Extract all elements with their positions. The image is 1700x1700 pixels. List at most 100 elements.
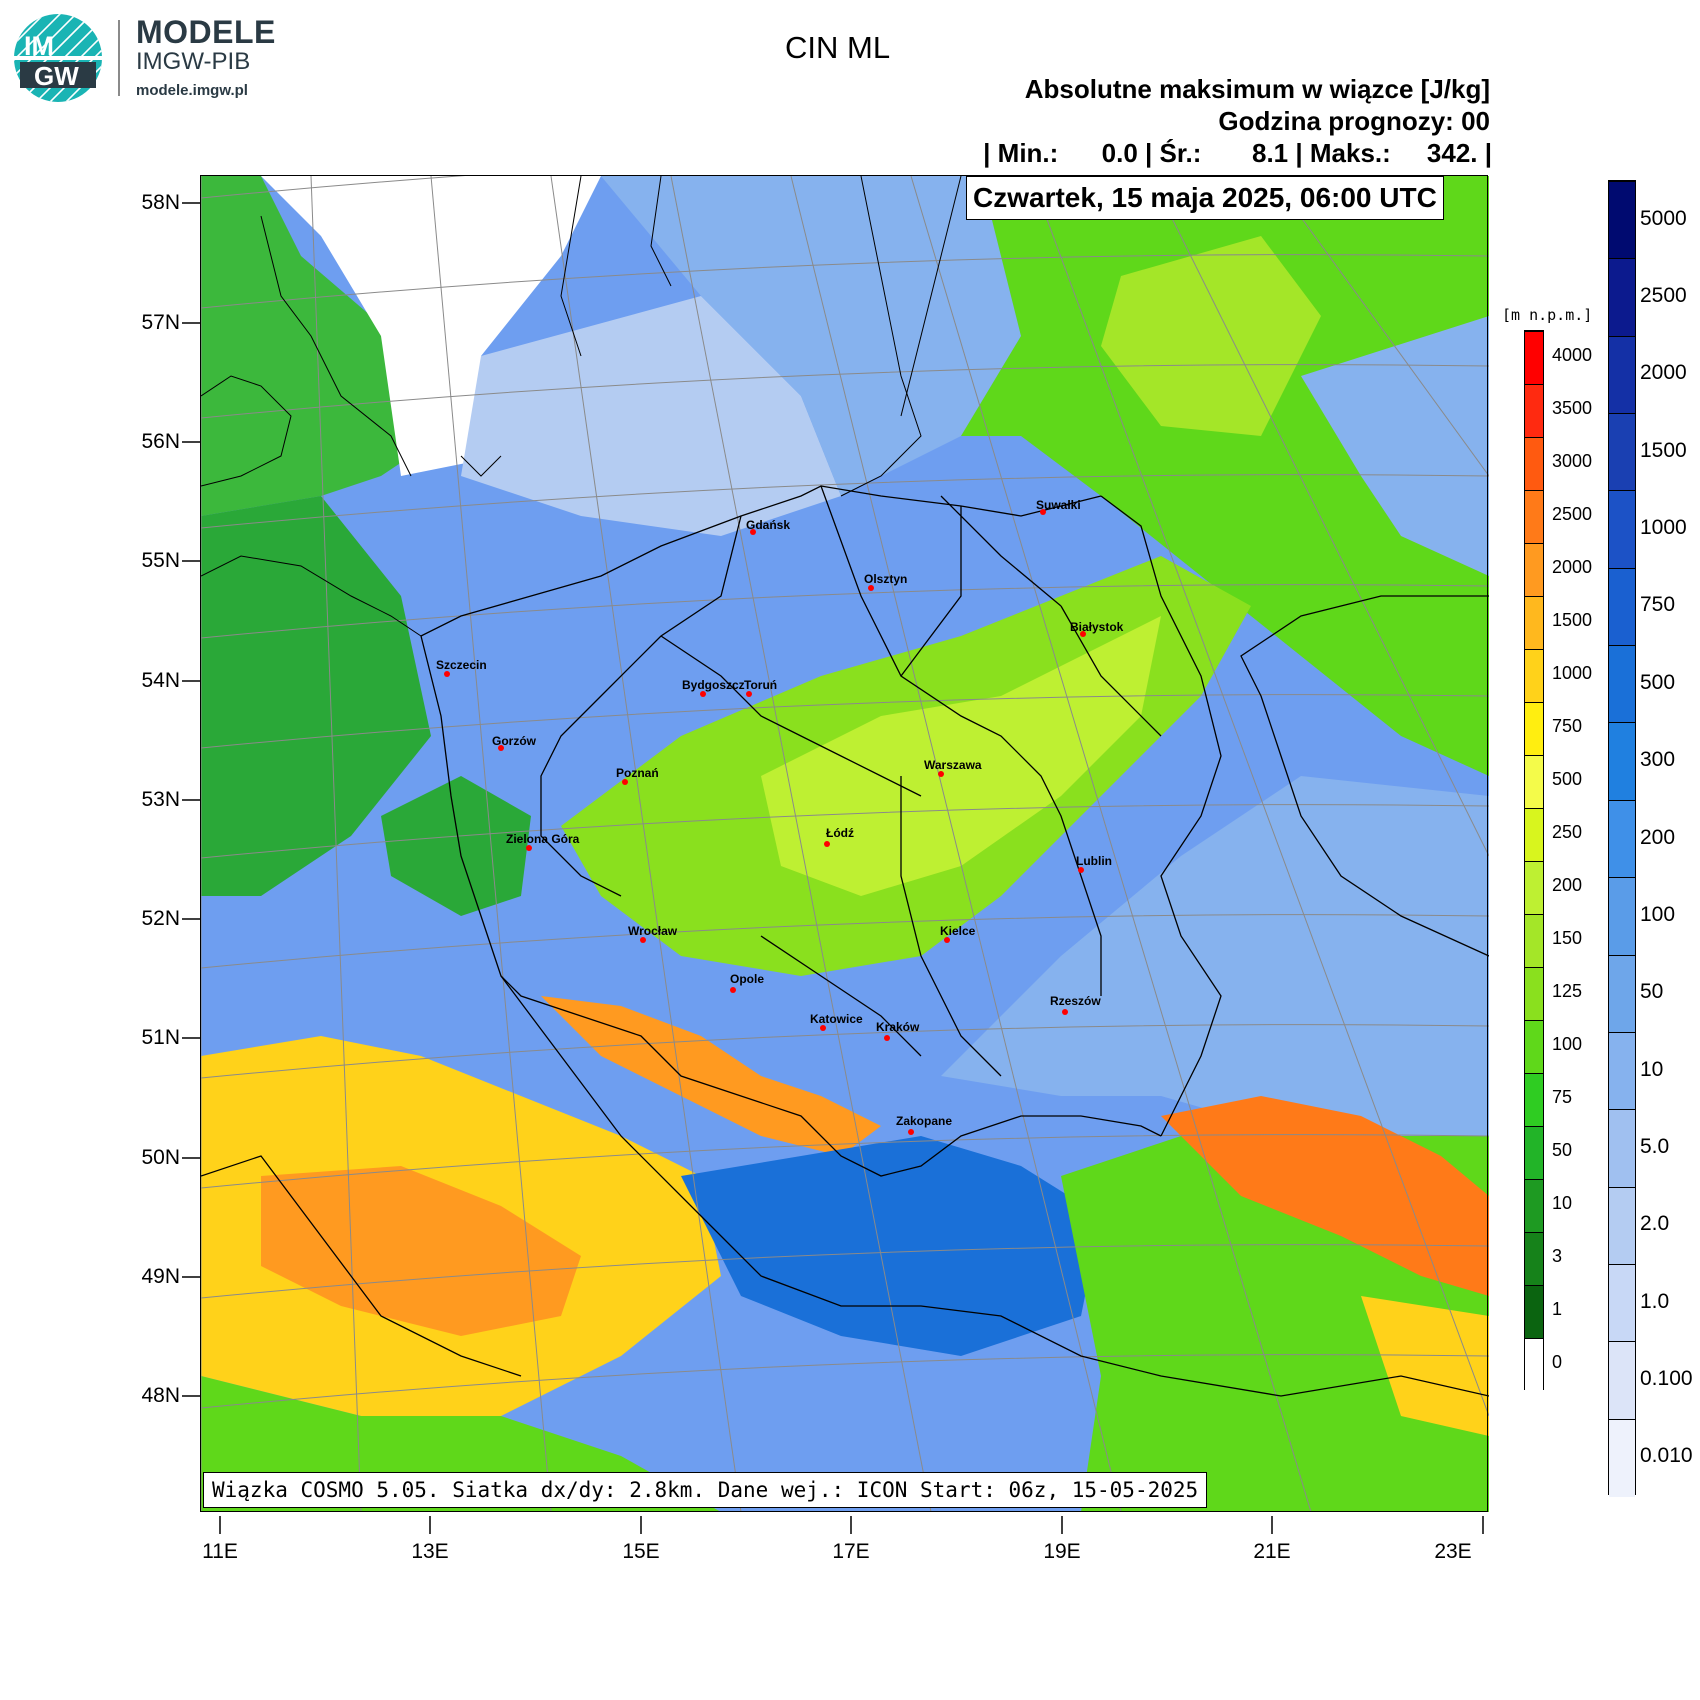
elevation-legend-label: 3500 [1552, 397, 1593, 418]
elevation-legend-labels: 4000 3500 3000 2500 2000 1500 1000 750 500 250 200… [1552, 330, 1612, 1390]
statistics-line: | Min.: 0.0 | Śr.: 8.1 | Maks.: 342. | [983, 138, 1492, 168]
cin-legend-label: 2500 [1640, 284, 1687, 308]
lat-label: 53N [141, 788, 180, 811]
logo: IM GW MODELE IMGW-PIB modele.imgw.pl [12, 12, 282, 104]
logo-badge-top: IM [24, 31, 54, 61]
field-ne-blue-band [1301, 316, 1489, 576]
field-west-green [201, 176, 441, 516]
lon-label: 21E [1253, 1540, 1291, 1563]
cin-legend-swatch [1609, 1031, 1635, 1110]
elevation-legend-swatch [1525, 914, 1543, 968]
cin-legend-label: 2.0 [1640, 1212, 1670, 1236]
elevation-legend-label: 2000 [1552, 556, 1593, 577]
lat-label: 52N [141, 907, 180, 930]
elevation-legend-swatch [1525, 1285, 1543, 1339]
city-label-opole: Opole [730, 972, 765, 986]
city-markers [444, 509, 1086, 1135]
city-label-poznan: Poznań [616, 766, 659, 780]
cin-legend-swatch [1609, 335, 1635, 414]
logo-title: MODELE [136, 14, 276, 50]
cin-legend-label: 1000 [1640, 516, 1687, 540]
city-label-gorzow: Gorzów [492, 734, 536, 748]
lon-label: 13E [411, 1540, 449, 1563]
elevation-legend-swatch [1525, 596, 1543, 650]
field-se-yellow [1361, 1296, 1489, 1436]
city-label-szczecin: Szczecin [436, 658, 487, 672]
elevation-legend-swatch [1525, 1126, 1543, 1180]
cin-legend-label: 1500 [1640, 438, 1687, 462]
cin-legend-label: 2000 [1640, 361, 1687, 385]
elevation-legend-swatch [1525, 543, 1543, 597]
lat-label: 48N [141, 1384, 180, 1407]
elevation-legend-label: 50 [1552, 1139, 1573, 1160]
cin-legend-swatch [1609, 954, 1635, 1033]
elevation-legend-label: 750 [1552, 715, 1583, 736]
lat-label: 49N [141, 1265, 180, 1288]
logo-badge-bottom: GW [34, 61, 79, 91]
elevation-legend-label: 3000 [1552, 450, 1593, 471]
lon-label: 11E [202, 1540, 238, 1563]
elevation-legend-label: 500 [1552, 768, 1583, 789]
cin-legend-label: 0.100 [1640, 1366, 1693, 1390]
parallels [201, 176, 1489, 1409]
elevation-legend-swatch [1525, 702, 1543, 756]
elevation-legend-swatch [1525, 384, 1543, 438]
lat-label: 51N [141, 1026, 180, 1049]
lat-label: 55N [141, 549, 180, 572]
city-label-bialystok: Białystok [1070, 620, 1124, 634]
cin-legend-swatch [1609, 877, 1635, 956]
lat-label: 54N [141, 669, 180, 692]
cin-legend-swatch [1609, 413, 1635, 491]
elevation-legend-label: 1000 [1552, 662, 1593, 683]
lat-label: 50N [141, 1146, 180, 1169]
city-label-katowice: Katowice [810, 1012, 863, 1026]
cin-legend-swatch [1609, 181, 1635, 259]
city-label-torun: Toruń [744, 678, 778, 692]
coastlines [201, 176, 962, 637]
cin-legend-label: 0.010 [1640, 1444, 1693, 1468]
elevation-legend-label: 200 [1552, 874, 1583, 895]
field-west-green-2 [201, 496, 431, 896]
field-ne-green [961, 176, 1489, 776]
cin-legend-label: 500 [1640, 670, 1676, 694]
cin-legend-labels: 5000 2500 2000 1500 1000 750 500 300 200 100 50 10 5… [1640, 180, 1700, 1495]
elevation-legend-swatch [1525, 649, 1543, 703]
cin-legend-swatch [1609, 722, 1635, 801]
lon-label: 15E [622, 1540, 660, 1563]
cin-legend-label: 50 [1640, 980, 1664, 1004]
field-white-sea [261, 176, 601, 476]
elevation-legend-swatch [1525, 1073, 1543, 1127]
elevation-legend-label: 125 [1552, 980, 1583, 1001]
city-label-bydgoszcz: Bydgoszcz [682, 678, 745, 692]
logo-subtitle: IMGW-PIB [136, 48, 251, 75]
lat-label: 56N [141, 430, 180, 453]
cin-legend-label: 5.0 [1640, 1134, 1670, 1158]
elevation-legend-label: 250 [1552, 821, 1583, 842]
elevation-legend-label: 10 [1552, 1192, 1573, 1213]
field-south-blue [681, 1136, 1101, 1356]
elevation-legend-bar [1524, 330, 1544, 1392]
city-label-olsztyn: Olsztyn [864, 572, 908, 586]
elevation-legend-swatch [1525, 861, 1543, 915]
cin-legend-swatch [1609, 1186, 1635, 1265]
lat-label: 57N [141, 311, 180, 334]
elevation-legend-swatch [1525, 967, 1543, 1021]
city-label-lodz: Łódź [826, 826, 854, 840]
page-title: CIN ML [785, 30, 891, 65]
cin-legend-swatch [1609, 1418, 1635, 1497]
cin-legend-label: 5000 [1640, 206, 1687, 230]
cin-legend-label: 750 [1640, 593, 1676, 617]
city-label-gdansk: Gdańsk [746, 518, 791, 532]
elevation-legend-label: 1 [1552, 1298, 1563, 1319]
cin-legend-label: 300 [1640, 748, 1676, 772]
elevation-legend-swatch [1525, 437, 1543, 491]
lon-label: 23E [1434, 1540, 1472, 1563]
field-light-blue-north [461, 296, 841, 536]
lat-label: 58N [141, 191, 180, 214]
city-label-lublin: Lublin [1076, 854, 1112, 868]
cin-legend-swatch [1609, 490, 1635, 569]
city-label-warszawa: Warszawa [924, 758, 982, 772]
field-zielona-green [381, 776, 531, 916]
date-box: Czwartek, 15 maja 2025, 06:00 UTC [966, 176, 1444, 220]
cin-legend-swatch [1609, 799, 1635, 878]
